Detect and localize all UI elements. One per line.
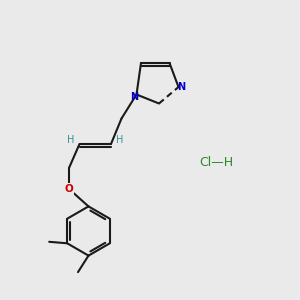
- Text: N: N: [177, 82, 186, 92]
- Text: N: N: [130, 92, 138, 102]
- Text: H: H: [68, 135, 75, 146]
- Text: Cl—H: Cl—H: [199, 155, 233, 169]
- Text: O: O: [64, 184, 74, 194]
- Text: H: H: [116, 135, 123, 146]
